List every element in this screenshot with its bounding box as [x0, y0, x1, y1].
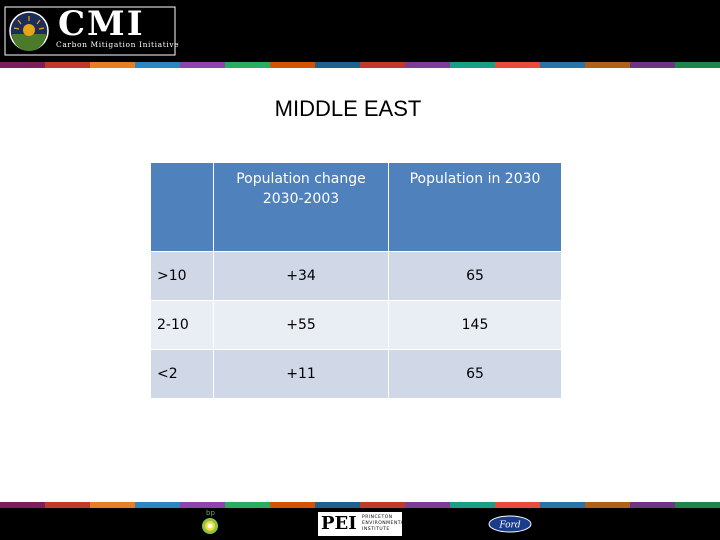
color-strip-segment: [135, 502, 180, 508]
color-strip-segment: [630, 502, 675, 508]
color-strip-segment: [450, 502, 495, 508]
table-header-cell: Population in 2030: [388, 162, 562, 252]
table-cell: 2-10: [150, 300, 214, 350]
table-cell: +34: [213, 251, 389, 301]
color-strip-segment: [495, 502, 540, 508]
table-row: >10 +34 65: [150, 251, 562, 301]
bp-logo: bp: [202, 509, 218, 534]
color-strip-segment: [360, 62, 405, 68]
cmi-logo: [4, 6, 176, 56]
table-cell: >10: [150, 251, 214, 301]
color-strip-segment: [0, 62, 45, 68]
color-strip-segment: [0, 502, 45, 508]
table-header-cell: [150, 162, 214, 252]
population-table: Population change 2030-2003 Population i…: [150, 162, 562, 399]
color-strip-segment: [90, 502, 135, 508]
pei-logo: PEI PRINCETON ENVIRONMENTAL INSTITUTE: [318, 512, 408, 536]
table-header-cell: Population change 2030-2003: [213, 162, 389, 252]
color-strip-segment: [540, 502, 585, 508]
table-row: 2-10 +55 145: [150, 300, 562, 350]
color-strip-segment: [45, 502, 90, 508]
color-strip-segment: [630, 62, 675, 68]
cmi-logo-text: CMI: [58, 4, 145, 44]
ford-logo-text: Ford: [498, 521, 520, 531]
color-strip-segment: [585, 62, 630, 68]
color-strip-segment: [180, 62, 225, 68]
pei-logo-text: PEI: [321, 513, 357, 534]
color-strip-segment: [675, 62, 720, 68]
table-cell: +11: [213, 349, 389, 399]
color-strip-segment: [90, 62, 135, 68]
header-color-strip: [0, 62, 720, 68]
color-strip-segment: [225, 62, 270, 68]
color-strip-segment: [450, 62, 495, 68]
footer-color-strip: [0, 502, 720, 508]
slide-title: MIDDLE EAST: [274, 96, 422, 121]
table-cell: +55: [213, 300, 389, 350]
color-strip-segment: [495, 62, 540, 68]
table-row: <2 +11 65: [150, 349, 562, 399]
table-cell: 65: [388, 251, 562, 301]
color-strip-segment: [180, 502, 225, 508]
color-strip-segment: [405, 62, 450, 68]
table-cell: <2: [150, 349, 214, 399]
color-strip-segment: [225, 502, 270, 508]
color-strip-segment: [540, 62, 585, 68]
color-strip-segment: [315, 62, 360, 68]
color-strip-segment: [585, 502, 630, 508]
color-strip-segment: [270, 502, 315, 508]
color-strip-segment: [270, 62, 315, 68]
color-strip-segment: [405, 502, 450, 508]
pei-logo-subtitle: PRINCETON ENVIRONMENTAL INSTITUTE: [362, 515, 408, 532]
table-header-row: Population change 2030-2003 Population i…: [150, 162, 562, 252]
header-bar: CMI Carbon Mitigation Initiative: [0, 0, 720, 62]
bp-logo-text: bp: [206, 509, 215, 517]
color-strip-segment: [45, 62, 90, 68]
color-strip-segment: [675, 502, 720, 508]
table-cell: 65: [388, 349, 562, 399]
color-strip-segment: [135, 62, 180, 68]
cmi-logo-subtitle: Carbon Mitigation Initiative: [56, 40, 180, 49]
table-cell: 145: [388, 300, 562, 350]
ford-logo: Ford: [488, 515, 532, 533]
color-strip-segment: [315, 502, 360, 508]
color-strip-segment: [360, 502, 405, 508]
